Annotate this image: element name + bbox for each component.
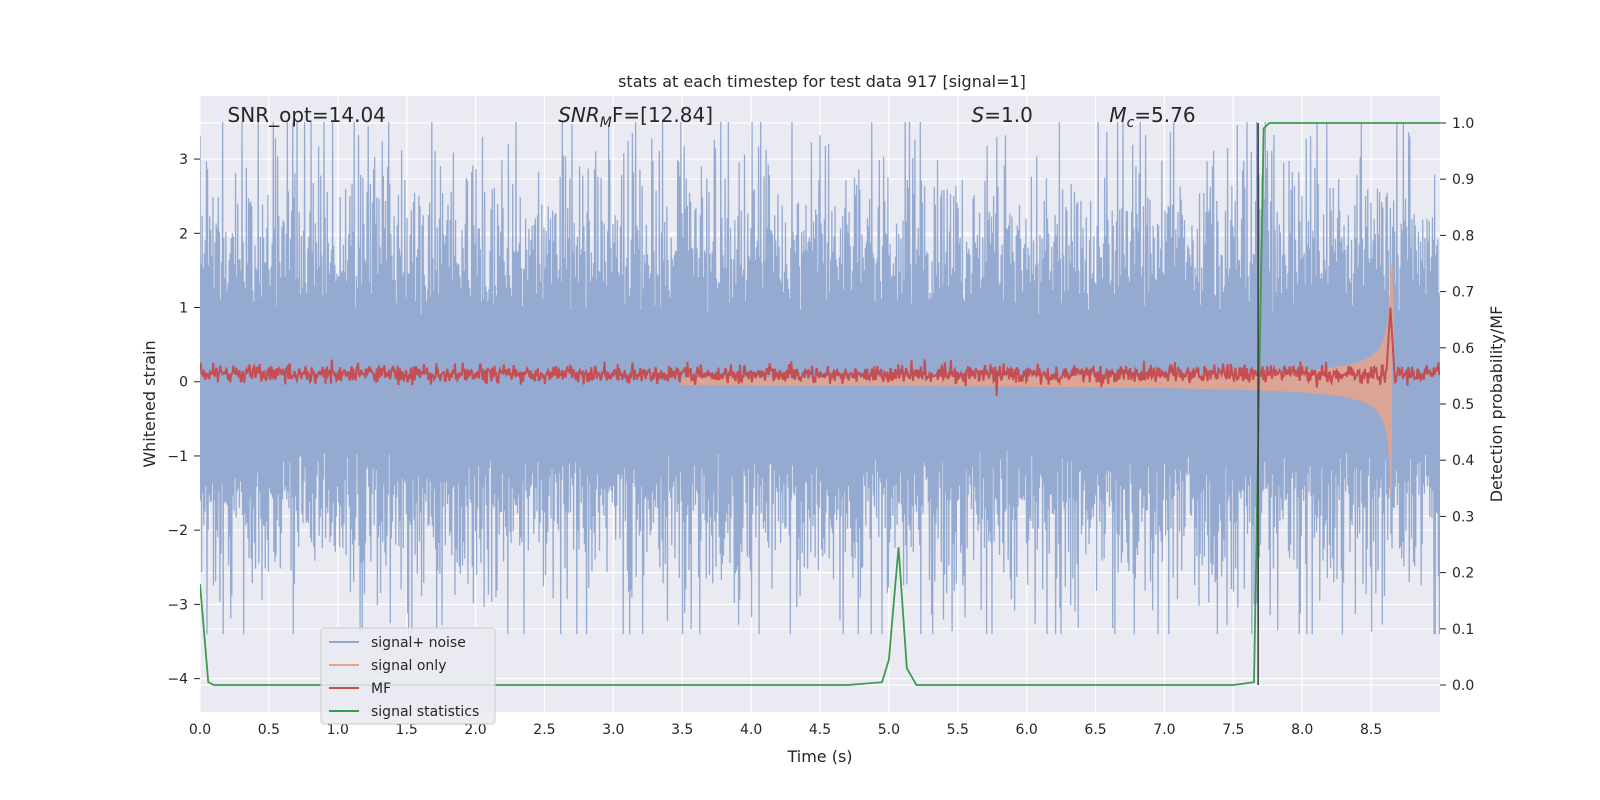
annotation-0: SNR_opt=14.04 [228,103,386,127]
annotation-rest: =1.0 [984,103,1033,127]
y2-axis-label: Detection probability/MF [1487,306,1506,503]
annotation-3: Mc=5.76 [1109,103,1195,131]
y2-tick-label: 0.7 [1452,285,1474,301]
legend-entry: signal only [371,658,446,674]
y-tick-label: −3 [167,597,188,613]
series-signal-statistics [200,122,1440,686]
y-axis-label: Whitened strain [140,340,159,467]
y-tick-label: −1 [167,449,188,465]
y-tick-label: 0 [179,375,188,391]
y-tick-label: 2 [179,226,188,242]
ticks: 0.0 0.5 1.0 1.5 2.0 2.5 3.0 3.5 4.0 4.5 5.0 5.5 6.0 6… [167,116,1474,738]
legend-entry: signal statistics [371,704,479,720]
y2-tick-label: 0.1 [1452,622,1474,638]
y2-tick-label: 1.0 [1452,116,1474,132]
x-tick-label: 6.5 [1084,722,1106,738]
y2-tick-label: 0.9 [1452,172,1474,188]
x-tick-label: 5.0 [878,722,900,738]
x-tick-label: 8.0 [1291,722,1313,738]
x-tick-label: 2.5 [533,722,555,738]
y-tick-label: −4 [167,672,188,688]
y-tick-label: 3 [179,152,188,168]
series-mf [200,307,1440,396]
series-layer [200,121,1440,686]
chart-title: stats at each timestep for test data 917… [618,72,1026,91]
annotation-sub: M [600,115,612,131]
x-axis-label: Time (s) [786,747,852,766]
x-tick-label: 0.0 [189,722,211,738]
x-tick-label: 4.0 [740,722,762,738]
x-tick-label: 1.5 [396,722,418,738]
y-tick-label: −2 [167,523,188,539]
legend-entry: signal+ noise [371,635,466,651]
annotations: SNR_opt=14.04 SNRMF=[12.84] S=1.0 Mc=5.76 [228,103,1196,131]
y2-tick-label: 0.4 [1452,453,1474,469]
annotation-base: S [972,103,985,127]
y2-tick-label: 0.8 [1452,228,1474,244]
x-tick-label: 3.0 [602,722,624,738]
y2-tick-label: 0.5 [1452,397,1474,413]
x-tick-label: 8.5 [1360,722,1382,738]
x-tick-label: 2.0 [464,722,486,738]
annotation-2: S=1.0 [972,103,1033,127]
legend-entry: MF [371,681,391,697]
x-tick-label: 1.0 [327,722,349,738]
annotation-sub: c [1127,115,1135,131]
annotation-rest: =5.76 [1134,103,1195,127]
legend: signal+ noise signal only MF signal statist… [320,627,496,725]
series-signal-noise [200,121,1440,635]
y2-tick-label: 0.0 [1452,678,1474,694]
x-tick-label: 0.5 [258,722,280,738]
x-tick-label: 4.5 [809,722,831,738]
x-tick-label: 7.5 [1222,722,1244,738]
annotation-rest: F=[12.84] [612,103,713,127]
y2-tick-label: 0.6 [1452,341,1474,357]
x-tick-label: 3.5 [671,722,693,738]
annotation-base: SNR [558,103,600,127]
y2-tick-label: 0.3 [1452,509,1474,525]
annotation-1: SNRMF=[12.84] [558,103,713,131]
x-tick-label: 6.0 [1016,722,1038,738]
y-tick-label: 1 [179,301,188,317]
x-tick-label: 5.5 [947,722,969,738]
annotation-base: M [1109,103,1126,127]
x-tick-label: 7.0 [1153,722,1175,738]
y2-tick-label: 0.2 [1452,566,1474,582]
legend-box [320,627,496,725]
